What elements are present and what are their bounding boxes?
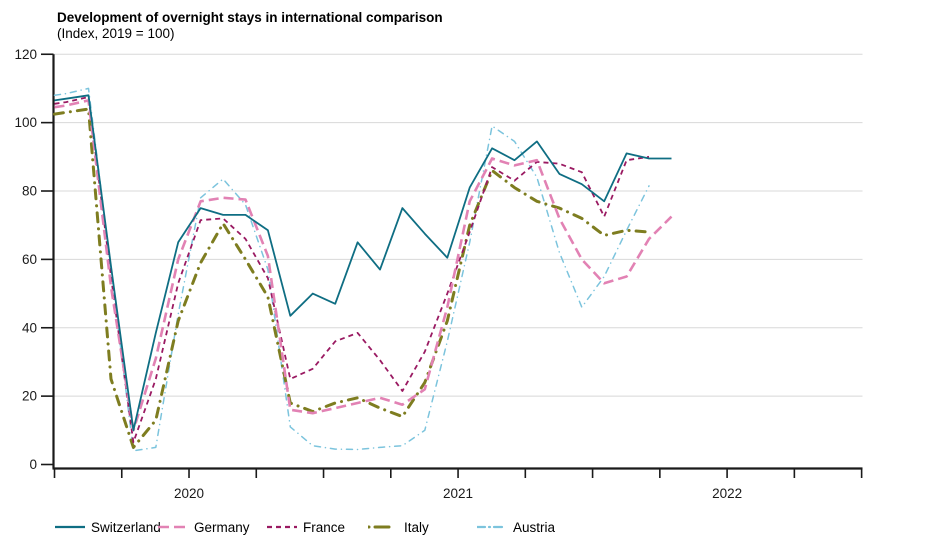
x-year-label: 2020 bbox=[174, 486, 204, 501]
chart-subtitle: (Index, 2019 = 100) bbox=[57, 26, 175, 41]
y-tick-label: 80 bbox=[22, 184, 37, 199]
y-tick-label: 20 bbox=[22, 389, 37, 404]
series-line-italy bbox=[53, 107, 651, 449]
series-line-france bbox=[54, 96, 650, 444]
legend-item-italy: Italy bbox=[368, 516, 429, 538]
legend-label-switzerland: Switzerland bbox=[91, 519, 161, 535]
chart-title-block: Development of overnight stays in intern… bbox=[57, 10, 443, 42]
series-line-austria bbox=[53, 87, 650, 452]
legend-item-austria: Austria bbox=[477, 516, 555, 538]
series-line-switzerland bbox=[54, 94, 672, 432]
chart-title: Development of overnight stays in intern… bbox=[57, 10, 443, 25]
legend-line-sample-italy bbox=[368, 525, 398, 529]
y-tick-label: 100 bbox=[14, 115, 37, 130]
legend-label-austria: Austria bbox=[513, 519, 556, 535]
y-tick-label: 40 bbox=[22, 320, 37, 335]
legend-line-sample-france bbox=[267, 525, 297, 529]
x-year-label: 2021 bbox=[443, 486, 473, 501]
y-tick-label: 0 bbox=[29, 457, 37, 472]
legend-line-sample-switzerland bbox=[55, 525, 85, 529]
series-line-germany bbox=[54, 99, 673, 432]
legend-item-france: France bbox=[267, 516, 345, 538]
y-tick-label: 60 bbox=[22, 252, 37, 267]
legend-label-italy: Italy bbox=[404, 519, 429, 535]
legend-label-france: France bbox=[303, 519, 346, 535]
y-tick-label: 120 bbox=[14, 47, 37, 62]
x-year-label: 2022 bbox=[712, 486, 742, 501]
legend-item-germany: Germany bbox=[158, 516, 250, 538]
legend-line-sample-germany bbox=[158, 525, 188, 529]
legend-item-switzerland: Switzerland bbox=[55, 516, 161, 538]
legend-label-germany: Germany bbox=[194, 519, 250, 535]
legend-line-sample-austria bbox=[477, 525, 507, 529]
chart-legend: Switzerland Germany France Italy Austria bbox=[0, 516, 930, 538]
